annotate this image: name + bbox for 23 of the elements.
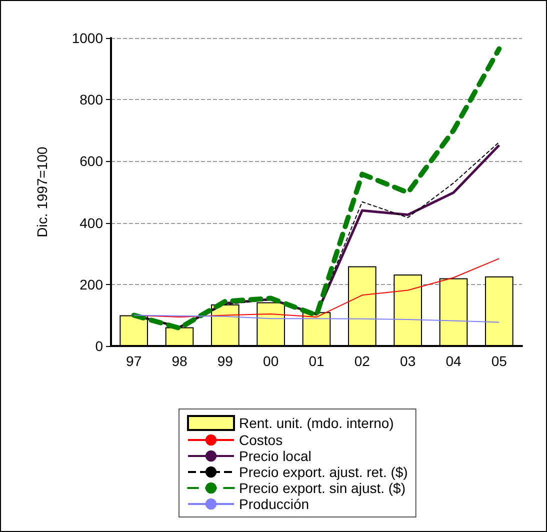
x-tick-label: 98 — [172, 353, 188, 369]
y-tick-label: 1000 — [72, 30, 104, 46]
x-tick-label: 02 — [354, 353, 370, 369]
legend-label: Precio export. ajust. ret. ($) — [239, 464, 408, 480]
legend-label: Producción — [239, 496, 310, 512]
y-tick-label: 600 — [80, 153, 104, 170]
legend-label: Costos — [239, 432, 283, 448]
x-tick-label: 03 — [400, 353, 416, 369]
legend-label: Rent. unit. (mdo. interno) — [239, 415, 394, 431]
x-tick-label: 01 — [308, 353, 324, 369]
legend-label: Precio local — [239, 448, 312, 464]
x-tick-label: 05 — [491, 353, 508, 369]
y-tick-label: 800 — [80, 92, 104, 108]
line-series — [133, 314, 500, 323]
y-axis-title: Dic. 1997=100 — [34, 146, 50, 238]
legend-label: Precio export. sin ajust. ($) — [239, 480, 406, 496]
x-tick-label: 00 — [263, 353, 279, 369]
y-tick-label: 400 — [80, 214, 104, 231]
x-tick-label: 04 — [446, 353, 462, 369]
y-tick-label: 0 — [95, 338, 104, 354]
x-tick-label: 97 — [126, 353, 142, 369]
y-tick-label: 200 — [80, 276, 104, 292]
x-tick-label: 99 — [217, 353, 234, 369]
